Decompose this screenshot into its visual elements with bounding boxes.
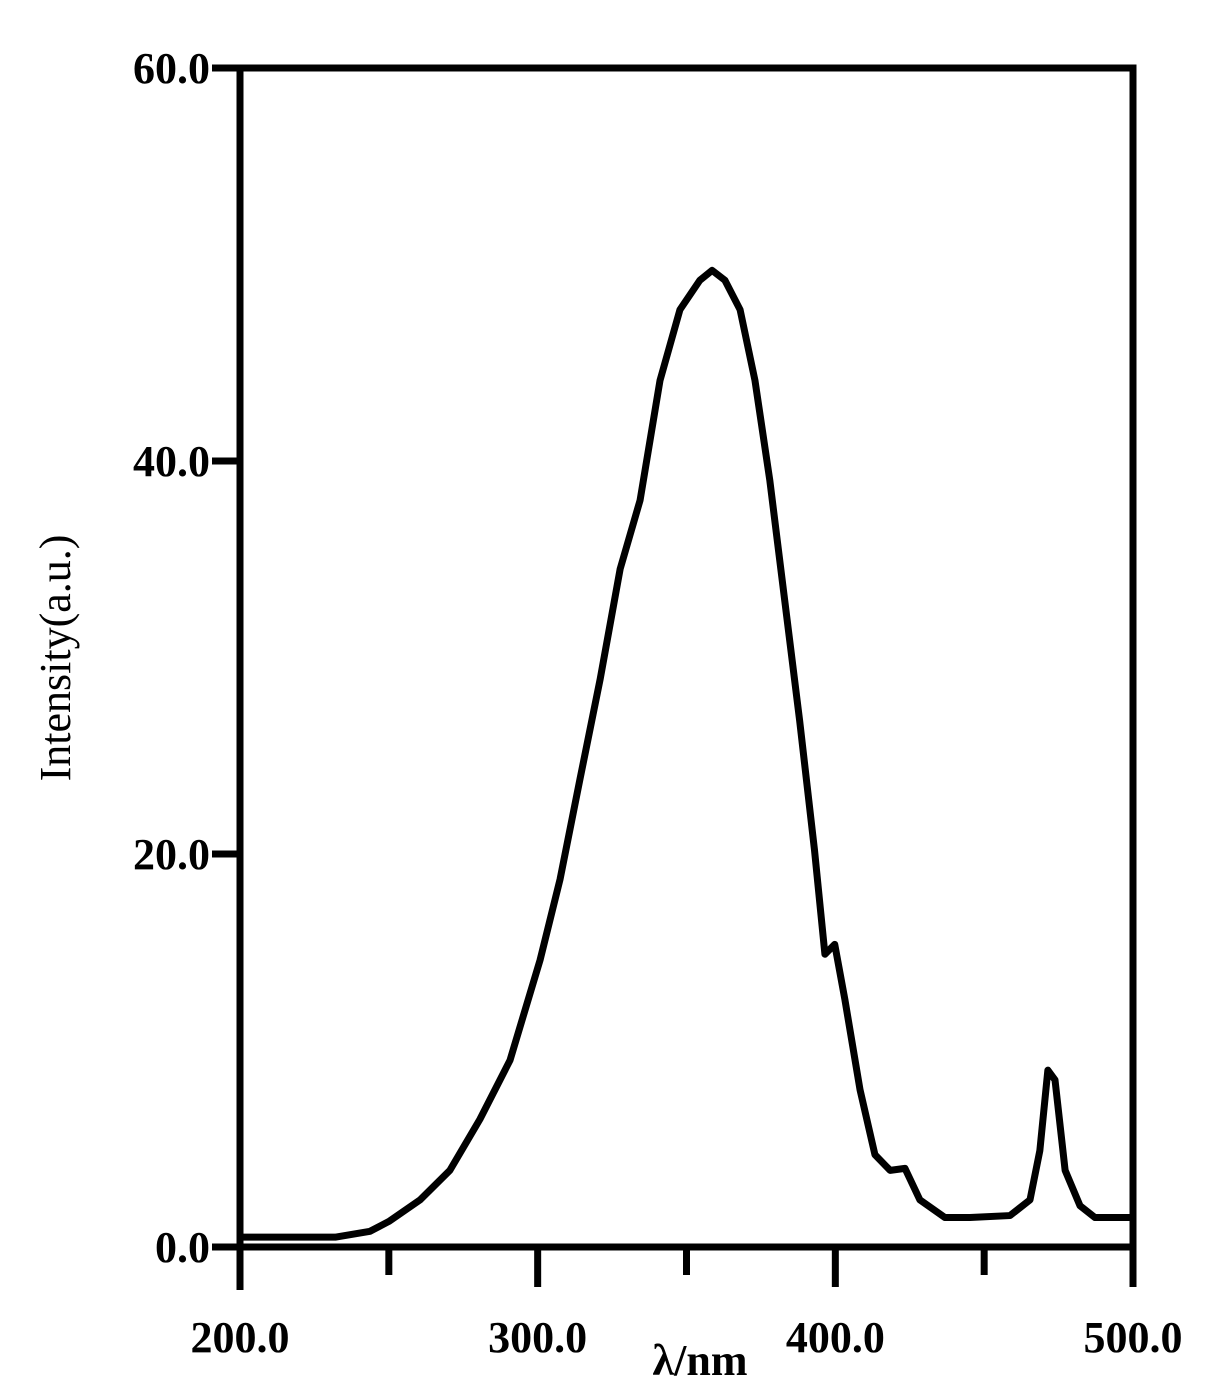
y-tick-label: 60.0 — [133, 44, 210, 93]
x-tick-label: 400.0 — [786, 1313, 885, 1362]
x-tick-label: 200.0 — [191, 1313, 290, 1362]
data-line — [240, 266, 1133, 1241]
y-tick-label: 40.0 — [133, 437, 210, 486]
x-tick-label: 300.0 — [488, 1313, 587, 1362]
y-axis-label: Intensity(a.u.) — [31, 535, 80, 782]
x-tick-label: 500.0 — [1084, 1313, 1183, 1362]
plot-frame — [236, 64, 1137, 1251]
y-tick-label: 20.0 — [133, 830, 210, 879]
x-axis-label: λ/nm — [653, 1336, 748, 1385]
y-tick-label: 0.0 — [155, 1223, 210, 1272]
